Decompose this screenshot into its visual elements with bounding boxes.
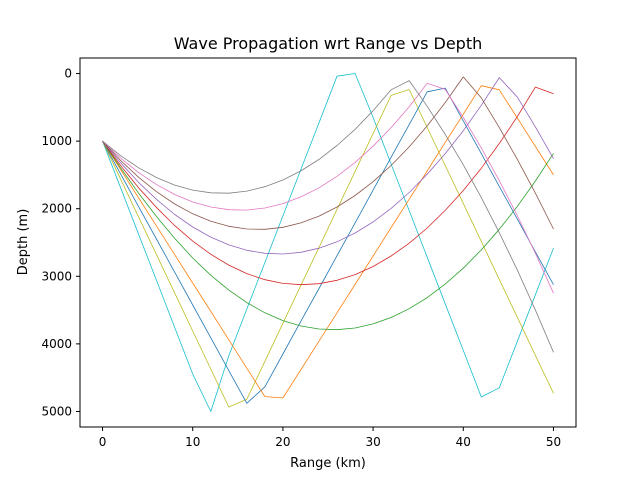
series-line-4 xyxy=(102,85,554,399)
series-line-7 xyxy=(102,77,554,255)
y-axis-ticks: 0 1000 2000 3000 4000 5000 xyxy=(41,67,80,418)
y-tick-label: 0 xyxy=(64,67,72,81)
plot-frame xyxy=(79,57,577,428)
x-tick-label: 40 xyxy=(456,435,471,449)
series-line-9 xyxy=(102,82,554,294)
y-tick-label: 3000 xyxy=(41,269,72,283)
series-line-2 xyxy=(102,89,554,408)
series-line-5 xyxy=(102,140,554,331)
x-tick-label: 10 xyxy=(185,435,200,449)
x-axis-label: Range (km) xyxy=(290,456,366,471)
series-line-1 xyxy=(102,73,554,412)
x-axis-ticks: 0 10 20 30 40 50 xyxy=(99,427,561,449)
y-tick-label: 2000 xyxy=(41,202,72,216)
y-axis-label: Depth (m) xyxy=(16,209,31,276)
series-line-6 xyxy=(102,86,554,286)
series-line-3 xyxy=(102,87,554,404)
plot-lines xyxy=(102,73,554,412)
x-tick-label: 20 xyxy=(275,435,290,449)
chart-title: Wave Propagation wrt Range vs Depth xyxy=(174,34,482,53)
y-tick-label: 4000 xyxy=(41,337,72,351)
series-line-8 xyxy=(102,76,554,230)
x-tick-label: 50 xyxy=(546,435,561,449)
x-tick-label: 0 xyxy=(99,435,107,449)
x-tick-label: 30 xyxy=(365,435,380,449)
y-tick-label: 1000 xyxy=(41,134,72,148)
series-line-10 xyxy=(102,80,554,353)
y-tick-label: 5000 xyxy=(41,404,72,418)
